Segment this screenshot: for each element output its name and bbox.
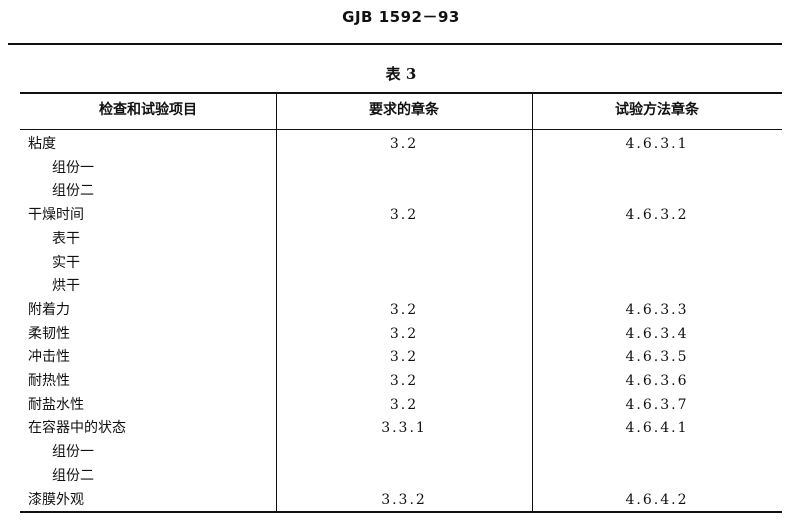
table-row: 组份一 — [20, 158, 782, 182]
row-method: 4.6.4.1 — [625, 420, 689, 437]
row-method: 4.6.3.6 — [625, 373, 689, 389]
row-item: 耐盐水性 — [28, 396, 84, 413]
column-divider — [276, 92, 277, 513]
document-id: GJB 1592－93 — [342, 8, 460, 26]
table-row: 耐热性 3.2 4.6.3.6 — [20, 371, 782, 395]
row-item: 表干 — [52, 230, 80, 247]
column-header-requirement: 要求的章条 — [369, 102, 439, 118]
table-row: 实干 — [20, 253, 782, 277]
row-method: 4.6.3.7 — [625, 396, 689, 413]
table-row: 冲击性 3.2 4.6.3.5 — [20, 347, 782, 371]
table-row: 干燥时间 3.2 4.6.3.2 — [20, 205, 782, 229]
row-requirement: 3.2 — [389, 396, 419, 413]
row-requirement: 3.2 — [389, 136, 419, 152]
table-caption: 表 3 — [385, 65, 417, 83]
table-row: 柔韧性 3.2 4.6.3.4 — [20, 324, 782, 348]
row-item: 组份一 — [52, 159, 94, 176]
row-method: 4.6.4.2 — [625, 491, 689, 508]
row-requirement: 3.3.1 — [381, 420, 427, 437]
column-divider — [532, 92, 533, 513]
row-method: 4.6.3.5 — [625, 349, 689, 366]
row-requirement: 3.2 — [389, 373, 419, 389]
row-item: 干燥时间 — [28, 207, 84, 224]
header-bottom-rule — [20, 129, 782, 130]
table-row: 耐盐水性 3.2 4.6.3.7 — [20, 395, 782, 419]
row-method: 4.6.3.2 — [625, 207, 689, 224]
table-row: 组份二 — [20, 181, 782, 205]
row-requirement: 3.2 — [389, 207, 419, 224]
row-item: 烘干 — [52, 278, 80, 295]
row-method: 4.6.3.3 — [625, 301, 689, 318]
row-item: 实干 — [52, 254, 80, 271]
header-rule — [8, 43, 782, 45]
row-requirement: 3.2 — [389, 349, 419, 366]
table-row: 在容器中的状态 3.3.1 4.6.4.1 — [20, 418, 782, 442]
table-bottom-rule — [20, 511, 782, 513]
row-method: 4.6.3.1 — [625, 136, 689, 152]
row-requirement: 3.2 — [389, 325, 419, 342]
row-requirement: 3.3.2 — [381, 491, 427, 508]
row-item: 在容器中的状态 — [28, 420, 126, 437]
table-row: 表干 — [20, 229, 782, 253]
table-top-rule — [20, 92, 782, 94]
table-row: 漆膜外观 3.3.2 4.6.4.2 — [20, 490, 782, 514]
table-row: 附着力 3.2 4.6.3.3 — [20, 300, 782, 324]
row-item: 组份二 — [52, 183, 94, 200]
row-item: 柔韧性 — [28, 325, 70, 342]
row-item: 耐热性 — [28, 373, 70, 389]
column-header-item: 检查和试验项目 — [99, 102, 197, 118]
column-header-method: 试验方法章条 — [615, 102, 699, 118]
row-item: 粘度 — [28, 136, 56, 152]
row-item: 漆膜外观 — [28, 491, 84, 508]
row-item: 冲击性 — [28, 349, 70, 366]
row-requirement: 3.2 — [389, 301, 419, 318]
table-row: 粘度 3.2 4.6.3.1 — [20, 134, 782, 158]
row-item: 附着力 — [28, 301, 70, 318]
row-item: 组份一 — [52, 444, 94, 461]
table-row: 组份二 — [20, 466, 782, 490]
table-row: 烘干 — [20, 276, 782, 300]
row-item: 组份二 — [52, 467, 94, 484]
row-method: 4.6.3.4 — [625, 325, 689, 342]
table-row: 组份一 — [20, 442, 782, 466]
